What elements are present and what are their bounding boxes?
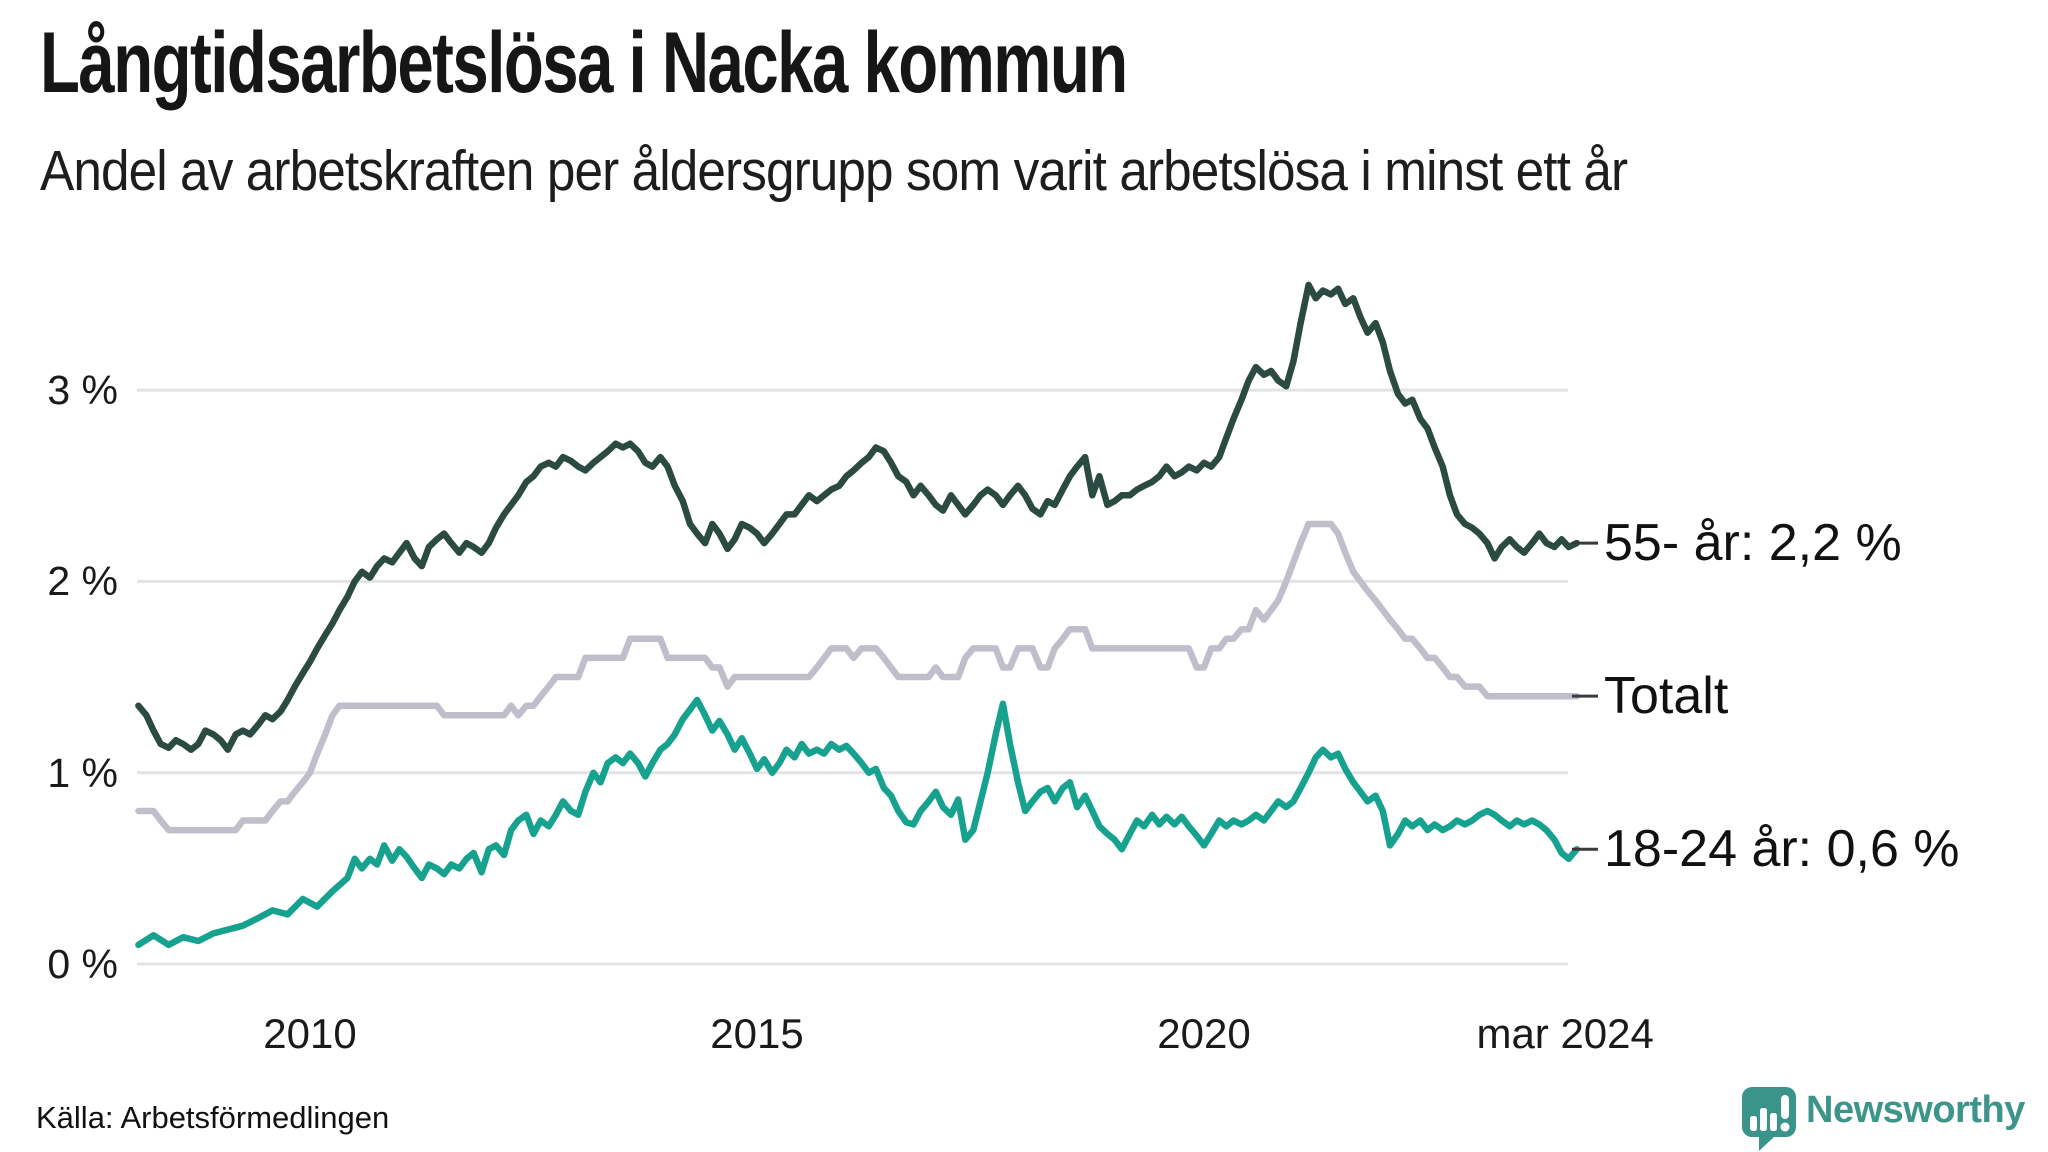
series-label-totalt: Totalt xyxy=(1604,667,1729,726)
x-axis-label-2020: 2020 xyxy=(1157,1010,1251,1057)
source-note: Källa: Arbetsförmedlingen xyxy=(36,1100,390,1135)
y-axis-label-0: 0 % xyxy=(47,941,118,987)
y-axis-label-2: 2 % xyxy=(47,558,118,605)
newsworthy-logo-icon xyxy=(1742,1087,1796,1151)
series-label-55-ar: 55- år: 2,2 % xyxy=(1604,514,1902,573)
series-label-18-24-ar: 18-24 år: 0,6 % xyxy=(1604,820,1960,879)
page-subtitle: Andel av arbetskraften per åldersgrupp s… xyxy=(40,139,1628,203)
x-axis-label-2010: 2010 xyxy=(263,1010,357,1057)
x-axis-label-mar-2024: mar 2024 xyxy=(1476,1010,1654,1057)
x-axis-label-2015: 2015 xyxy=(710,1010,804,1057)
page-title: Långtidsarbetslösa i Nacka kommun xyxy=(40,15,1128,111)
series-line-Totalt xyxy=(135,520,1581,834)
series-line-55-år xyxy=(135,281,1581,753)
y-axis-label-3: 3 % xyxy=(47,367,118,414)
newsworthy-logo-text: Newsworthy xyxy=(1806,1089,2025,1131)
newsworthy-logo xyxy=(1738,1083,2048,1152)
y-axis-label-1: 1 % xyxy=(47,749,118,796)
series-line-18-24år xyxy=(135,696,1581,949)
